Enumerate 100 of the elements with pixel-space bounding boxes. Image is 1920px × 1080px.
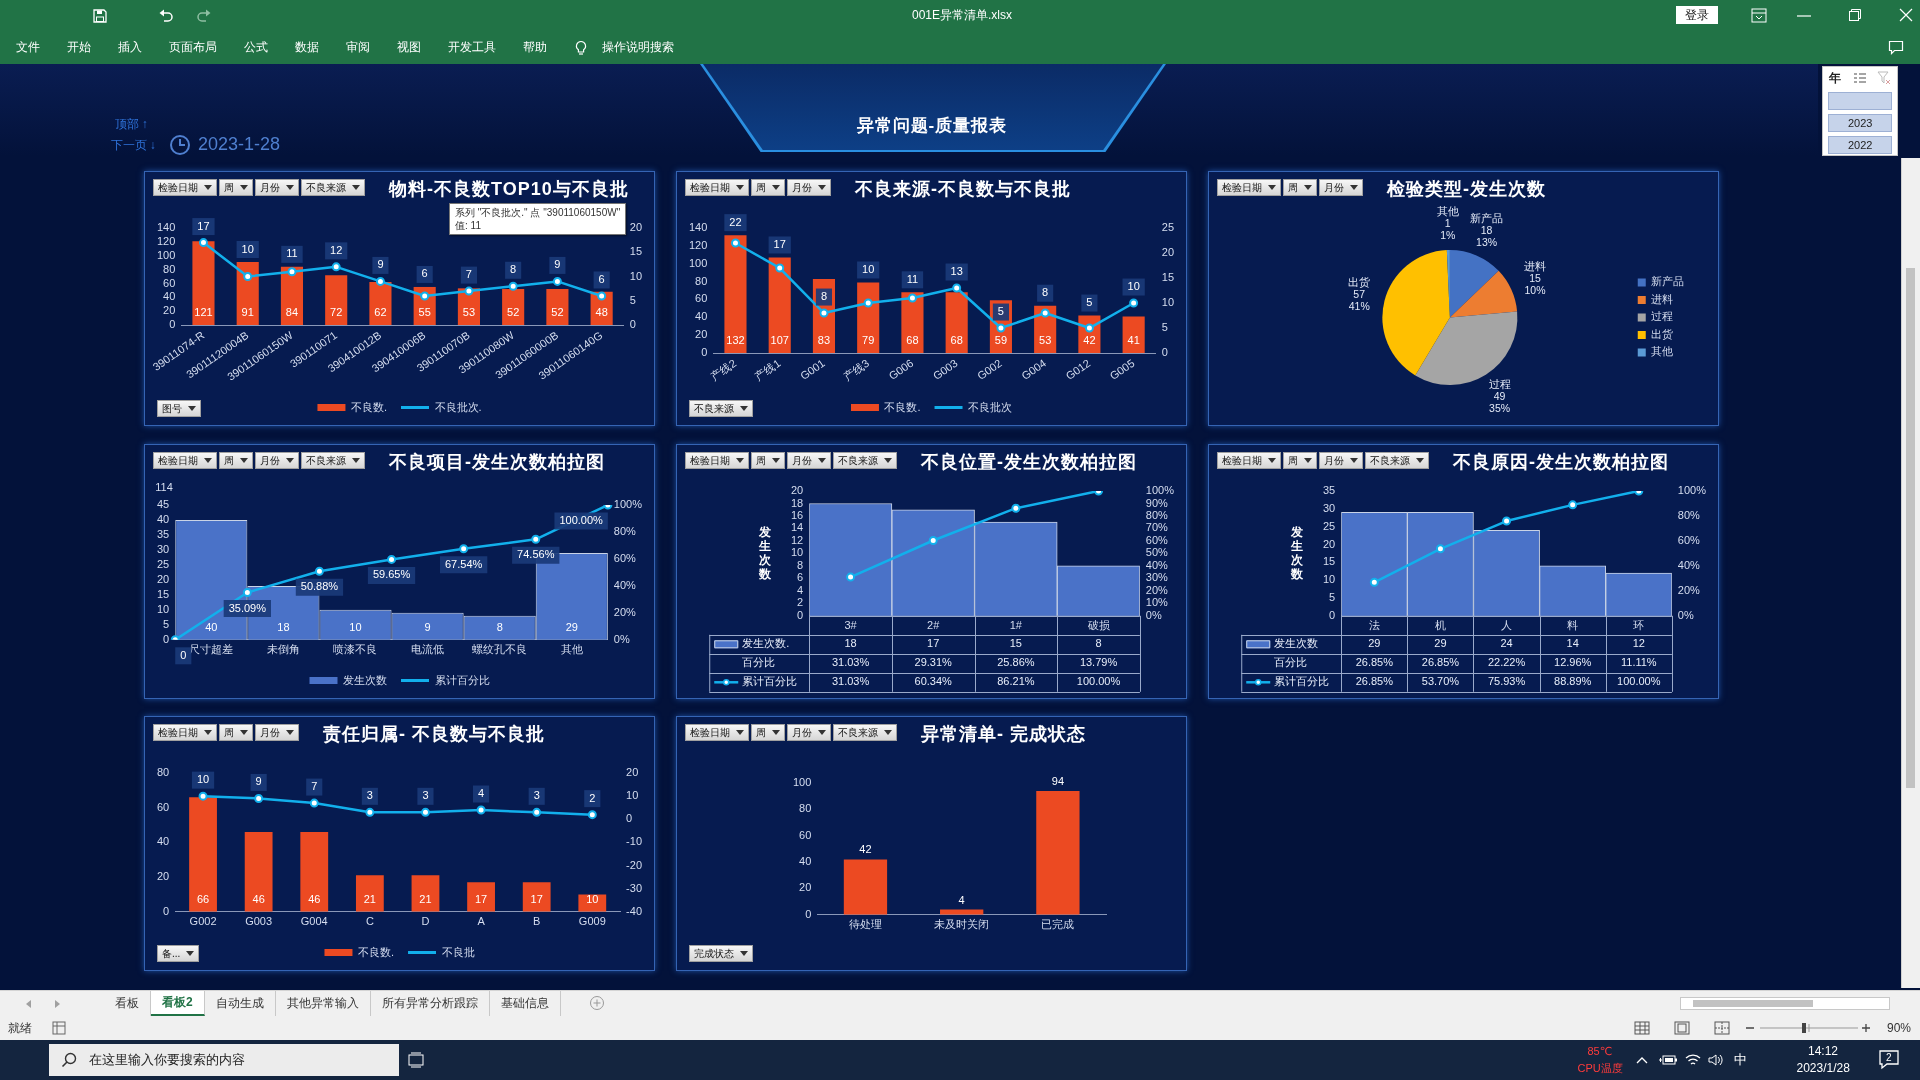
y-axis-title: 114 (155, 481, 173, 493)
point (420, 291, 430, 301)
y2-tick-label: 30% (1145, 571, 1169, 584)
y2-tick-label: 80% (1677, 508, 1701, 521)
y2-tick-label: 20% (613, 605, 637, 618)
y2-tick-label: -20 (626, 858, 643, 871)
dropdown-button: 完成状态 (689, 945, 753, 962)
dropdown-button: 检验日期 (153, 452, 217, 469)
data-label: 7 (465, 268, 472, 281)
text: 11.11% (1620, 656, 1657, 669)
point (1568, 500, 1578, 510)
y2-tick-label: 10 (1161, 296, 1175, 309)
data-label: 91 (241, 306, 254, 319)
y2-tick-label: 40% (613, 578, 637, 591)
x-tick-label: 螺纹孔不良 (472, 643, 528, 656)
text: 年 (1829, 71, 1841, 86)
data-label: 31.03% (831, 675, 870, 688)
x-tick-label: 尺寸超差 (189, 643, 234, 656)
point (1435, 544, 1445, 554)
point (1040, 308, 1050, 318)
dropdown-button: 周 (219, 179, 253, 196)
y2-tick-label: 20 (626, 766, 639, 779)
y2-tick-label: 0% (1145, 608, 1162, 621)
y-tick-label: 80 (799, 802, 812, 815)
data-label: 17 (197, 219, 210, 232)
point (532, 807, 542, 817)
text: 29.31% (914, 656, 953, 669)
y-tick-label: 10 (790, 546, 804, 559)
data-label: 8 (496, 620, 503, 633)
x-tick-label: D (421, 915, 430, 928)
y2-tick-label: 20 (1161, 246, 1175, 259)
y-tick-label: 140 (156, 221, 176, 234)
y-tick-label: 0 (701, 346, 708, 359)
y-tick-label: 60 (695, 292, 708, 305)
text: 审阅 (346, 39, 370, 56)
dropdown-button: 备... (157, 945, 200, 962)
y-tick-label: 60 (799, 828, 812, 841)
y-tick-label: 20 (1322, 537, 1336, 550)
text: 开始 (67, 39, 91, 56)
x-tick-label: G002 (189, 915, 217, 928)
y-tick-label: 40 (163, 290, 176, 303)
y-tick-label: 20 (790, 484, 804, 497)
x-tick-label: 待处理 (848, 918, 882, 931)
x-axis-title: 图号 (162, 401, 182, 416)
y-tick-label: 100 (156, 248, 176, 261)
dropdown-button: 周 (1283, 179, 1317, 196)
legend-label: 发生次数 (343, 673, 387, 686)
chart-title: 责任归属- 不良数与不良批 (323, 723, 545, 746)
point (1011, 503, 1021, 513)
data-label: 42 (1083, 334, 1096, 347)
dropdown-button: 检验日期 (685, 724, 749, 741)
sign-in-button: 登录 (1676, 6, 1718, 24)
legend-label: 不良批次 (968, 400, 1013, 413)
dropdown-button: 不良来源 (1365, 452, 1429, 469)
y-tick-label: 15 (156, 587, 170, 600)
point (287, 267, 297, 277)
dropdown-button: 月份 (1319, 452, 1363, 469)
dropdown-button: 周 (219, 452, 253, 469)
data-label: 68 (906, 334, 919, 347)
x-tick-label: 破损 (1086, 619, 1110, 632)
x-tick-label: 环 (1633, 619, 1645, 632)
y-tick-label: 25 (156, 557, 170, 570)
slice-label: 进料 (1524, 259, 1546, 272)
data-label: 9 (424, 620, 431, 633)
y-tick-label: 0 (805, 907, 812, 920)
data-label: 9 (255, 775, 262, 788)
y-tick-label: 5 (1329, 591, 1336, 603)
point (420, 807, 430, 817)
data-label: 10 (241, 242, 254, 255)
y-tick-label: 35 (1322, 484, 1336, 497)
y2-tick-label: 5 (1161, 321, 1168, 334)
y2-tick-label: 0 (626, 812, 633, 825)
x-tick-label: A (477, 915, 486, 928)
data-label: 41 (1127, 334, 1140, 347)
text: 001E异常清单.xlsx (912, 8, 1013, 23)
data-label: 53.70% (1421, 675, 1460, 688)
data-label: 29 (565, 620, 578, 633)
chart-title: 不良来源-不良数与不良批 (855, 178, 1071, 201)
y-tick-label: 35 (156, 527, 170, 540)
text: 视图 (397, 39, 421, 56)
x-axis-title: 完成状态 (694, 946, 734, 961)
data-label: 3 (422, 789, 429, 802)
data-label: 8 (510, 263, 517, 276)
data-label: 12 (1632, 637, 1645, 650)
text: 12.96% (1554, 656, 1592, 669)
data-label: 46 (252, 892, 265, 905)
data-label: 17 (927, 637, 940, 650)
x-tick-label: 未倒角 (266, 643, 300, 656)
bar (467, 882, 495, 912)
point (198, 791, 208, 801)
data-label: 50.88% (300, 580, 339, 593)
slice-label: 出货 (1348, 275, 1371, 288)
text: 百分比 (742, 656, 776, 669)
legend-label: 发生次数. (742, 637, 790, 650)
dropdown-button: 月份 (255, 724, 299, 741)
y-tick-label: 40 (799, 855, 812, 868)
data-label: 6 (421, 267, 428, 280)
point (375, 276, 385, 286)
dropdown-button: 月份 (787, 724, 831, 741)
point (309, 798, 319, 808)
